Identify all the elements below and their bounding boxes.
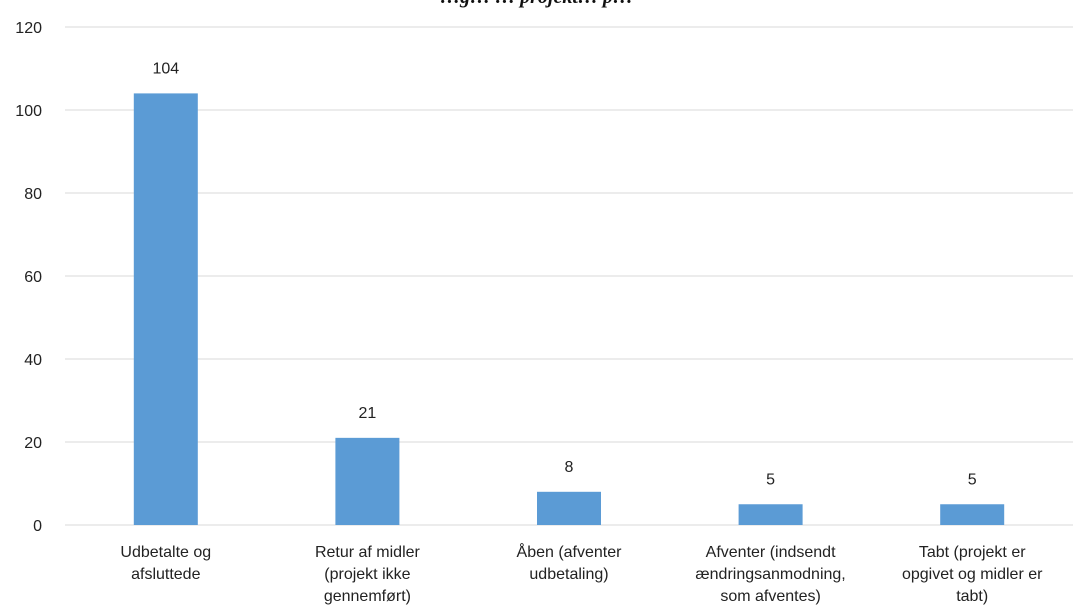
x-tick-label: Åben (afventer udbetaling): [517, 542, 623, 583]
x-tick-label-line: Åben (afventer: [517, 542, 623, 561]
x-tick-label-line: som afventes): [720, 588, 820, 605]
x-tick-label: Retur af midler (projekt ikke gennemført): [315, 544, 421, 605]
data-label: 5: [766, 471, 775, 488]
x-tick-label-line: Retur af midler: [315, 544, 421, 561]
x-tick-label-line: afsluttede: [131, 566, 200, 583]
data-label: 21: [359, 405, 377, 422]
gridlines: [65, 26, 1073, 526]
data-labels: 104 21 8 5 5: [152, 60, 976, 488]
y-tick-label: 80: [24, 186, 42, 203]
data-label: 5: [968, 471, 977, 488]
x-tick-label: Tabt (projekt er opgivet og midler er tabt…: [902, 544, 1043, 605]
y-tick-label: 100: [15, 103, 42, 120]
bar: [335, 437, 400, 525]
x-tick-label: Udbetalte og afsluttede: [120, 544, 211, 583]
y-axis-ticks: 0 20 40 60 80 100 120: [15, 20, 42, 535]
y-tick-label: 20: [24, 435, 42, 452]
y-tick-label: 0: [33, 518, 42, 535]
x-tick-label: Afventer (indsendt ændringsanmodning, som …: [695, 544, 845, 605]
x-tick-label-line: Afventer (indsendt: [706, 544, 836, 561]
data-label: 104: [152, 60, 179, 77]
bar: [940, 504, 1005, 525]
bars: [133, 93, 1005, 526]
y-tick-label: 60: [24, 269, 42, 286]
bar: [133, 93, 198, 526]
data-label: 8: [565, 459, 574, 476]
x-tick-label-line: Tabt (projekt er: [919, 544, 1026, 561]
x-tick-label-line: gennemført): [324, 588, 411, 605]
x-tick-label-line: Udbetalte og: [120, 544, 211, 561]
x-axis-ticks: Udbetalte og afsluttede Retur af midler (pr…: [120, 542, 1043, 605]
bar: [738, 504, 803, 525]
x-tick-label-line: (projekt ikke: [324, 566, 410, 583]
bar: [537, 491, 601, 525]
x-tick-label-line: tabt): [956, 588, 988, 605]
x-tick-label-line: udbetaling): [529, 566, 608, 583]
chart-title: …g… … projekt… p…: [0, 0, 1073, 9]
x-tick-label-line: opgivet og midler er: [902, 566, 1043, 583]
y-tick-label: 40: [24, 352, 42, 369]
x-tick-label-line: ændringsanmodning,: [695, 566, 845, 583]
y-tick-label: 120: [15, 20, 42, 37]
